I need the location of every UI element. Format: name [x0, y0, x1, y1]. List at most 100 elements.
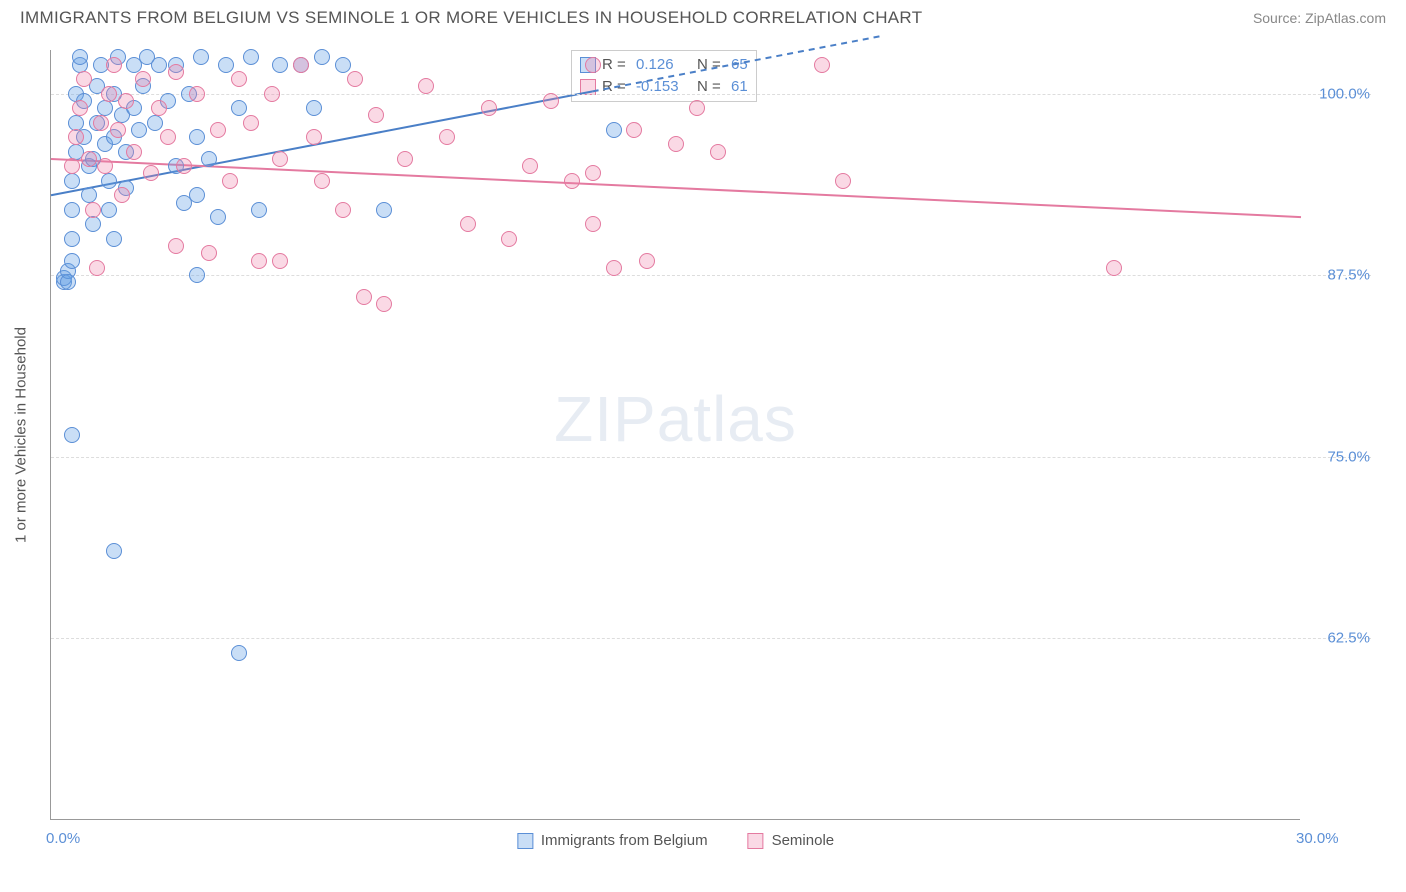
data-point — [64, 253, 80, 269]
data-point — [376, 202, 392, 218]
data-point — [347, 71, 363, 87]
data-point — [606, 122, 622, 138]
data-point — [418, 78, 434, 94]
data-point — [85, 202, 101, 218]
data-point — [72, 49, 88, 65]
r-value-0: 0.126 — [636, 54, 691, 76]
data-point — [151, 100, 167, 116]
data-point — [314, 173, 330, 189]
data-point — [126, 144, 142, 160]
data-point — [93, 115, 109, 131]
data-point — [106, 231, 122, 247]
data-point — [335, 57, 351, 73]
data-point — [151, 57, 167, 73]
data-point — [193, 49, 209, 65]
data-point — [460, 216, 476, 232]
data-point — [85, 216, 101, 232]
data-point — [118, 93, 134, 109]
gridline-h — [51, 94, 1371, 95]
data-point — [626, 122, 642, 138]
data-point — [189, 187, 205, 203]
legend-stats-row-0: R = 0.126 N = 65 — [580, 54, 748, 76]
data-point — [101, 173, 117, 189]
data-point — [210, 209, 226, 225]
data-point — [106, 543, 122, 559]
data-point — [231, 71, 247, 87]
watermark-zip: ZIP — [554, 383, 657, 455]
trend-lines — [51, 50, 1301, 820]
data-point — [689, 100, 705, 116]
data-point — [147, 115, 163, 131]
data-point — [835, 173, 851, 189]
data-point — [243, 49, 259, 65]
data-point — [89, 260, 105, 276]
watermark-atlas: atlas — [657, 383, 797, 455]
data-point — [81, 151, 97, 167]
r-label-1: R = — [602, 76, 630, 98]
data-point — [639, 253, 655, 269]
legend-swatch-bottom-1 — [748, 833, 764, 849]
data-point — [585, 57, 601, 73]
data-point — [543, 93, 559, 109]
data-point — [97, 158, 113, 174]
data-point — [481, 100, 497, 116]
data-point — [356, 289, 372, 305]
data-point — [210, 122, 226, 138]
data-point — [439, 129, 455, 145]
data-point — [243, 115, 259, 131]
data-point — [314, 49, 330, 65]
data-point — [176, 158, 192, 174]
data-point — [64, 231, 80, 247]
data-point — [189, 267, 205, 283]
y-tick-label: 87.5% — [1310, 267, 1370, 284]
watermark: ZIPatlas — [554, 382, 797, 456]
data-point — [201, 245, 217, 261]
data-point — [251, 253, 267, 269]
data-point — [106, 57, 122, 73]
chart-title: IMMIGRANTS FROM BELGIUM VS SEMINOLE 1 OR… — [20, 8, 922, 28]
data-point — [72, 100, 88, 116]
data-point — [814, 57, 830, 73]
chart-header: IMMIGRANTS FROM BELGIUM VS SEMINOLE 1 OR… — [0, 0, 1406, 32]
data-point — [710, 144, 726, 160]
data-point — [272, 253, 288, 269]
data-point — [114, 187, 130, 203]
data-point — [64, 427, 80, 443]
legend-bottom: Immigrants from Belgium Seminole — [517, 832, 834, 849]
legend-label-1: Seminole — [772, 832, 835, 849]
data-point — [272, 57, 288, 73]
legend-swatch-bottom-0 — [517, 833, 533, 849]
legend-stats-row-1: R = -0.153 N = 61 — [580, 76, 748, 98]
source-label: Source: ZipAtlas.com — [1253, 10, 1386, 26]
data-point — [585, 165, 601, 181]
r-label: R = — [602, 54, 630, 76]
data-point — [81, 187, 97, 203]
data-point — [335, 202, 351, 218]
data-point — [222, 173, 238, 189]
data-point — [306, 100, 322, 116]
data-point — [522, 158, 538, 174]
data-point — [168, 64, 184, 80]
data-point — [64, 158, 80, 174]
x-tick-label: 0.0% — [46, 830, 80, 847]
data-point — [251, 202, 267, 218]
data-point — [218, 57, 234, 73]
data-point — [231, 645, 247, 661]
data-point — [101, 202, 117, 218]
data-point — [376, 296, 392, 312]
data-point — [668, 136, 684, 152]
data-point — [189, 129, 205, 145]
data-point — [168, 238, 184, 254]
data-point — [143, 165, 159, 181]
data-point — [76, 71, 92, 87]
gridline-h — [51, 638, 1371, 639]
legend-item-1: Seminole — [748, 832, 835, 849]
data-point — [101, 86, 117, 102]
gridline-h — [51, 275, 1371, 276]
y-tick-label: 100.0% — [1310, 85, 1370, 102]
n-value-1: 61 — [731, 76, 748, 98]
data-point — [1106, 260, 1122, 276]
y-tick-label: 62.5% — [1310, 630, 1370, 647]
n-label: N = — [697, 54, 725, 76]
gridline-h — [51, 457, 1371, 458]
